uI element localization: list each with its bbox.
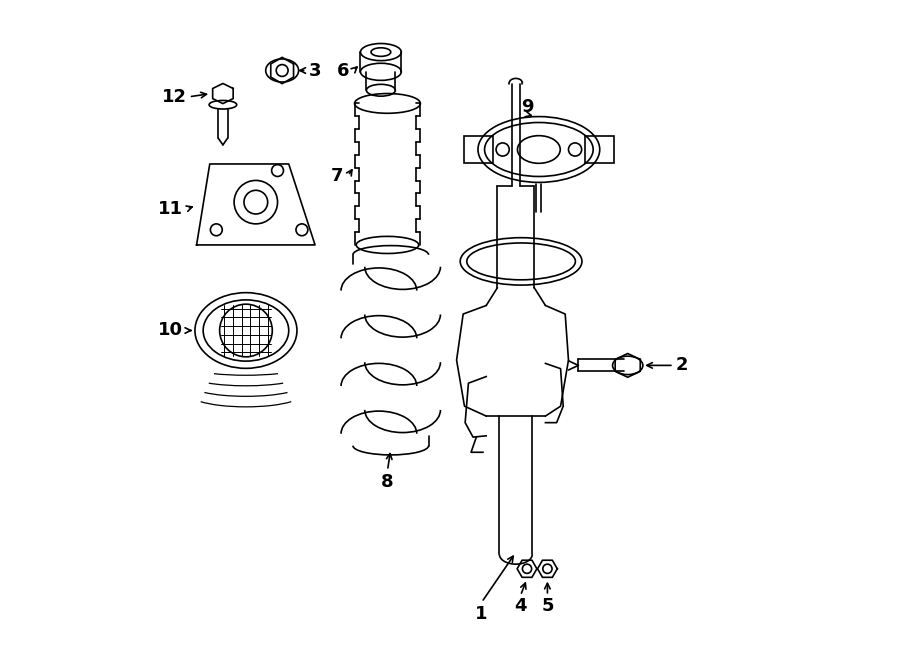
Text: 7: 7 [330,167,343,185]
Text: 12: 12 [162,88,187,106]
Text: 4: 4 [514,597,526,615]
Text: 2: 2 [675,356,688,374]
Text: 5: 5 [541,597,554,615]
Text: 11: 11 [158,200,183,217]
Text: 8: 8 [382,473,394,491]
Bar [585,136,614,163]
Text: 3: 3 [309,61,321,79]
Text: 10: 10 [158,321,183,340]
Bar [464,136,493,163]
Text: 6: 6 [338,61,349,79]
Text: 9: 9 [521,98,534,116]
Text: 1: 1 [475,605,488,623]
